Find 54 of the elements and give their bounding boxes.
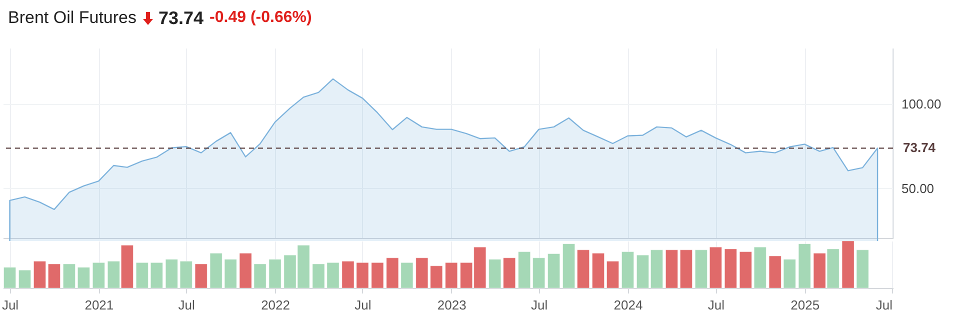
bar [4,267,16,288]
y-tick-label: 50.00 [902,180,934,196]
bar [621,252,634,288]
text: 73.74 [158,8,204,28]
bar [754,246,766,288]
bar [665,250,678,288]
x-tick-label: Jul [354,298,372,312]
chart-title: Brent Oil Futures [8,8,136,28]
bar [180,260,192,288]
x-tick-label: Jul [708,298,725,312]
x-tick-label: Jul [2,298,19,312]
x-tick-label: Jul [876,298,893,312]
bar [77,267,90,288]
bar [48,264,60,288]
bar [724,248,737,288]
y-tick-label: 100.00 [902,96,942,112]
bar [62,264,76,288]
bar [577,250,590,288]
bar [783,259,796,288]
bar [548,253,560,288]
bar [136,262,148,288]
x-tick-label: Jul [531,298,548,312]
bar [562,244,576,288]
bar [503,258,516,288]
bar [150,262,163,288]
bar [592,252,605,288]
bar [371,262,384,288]
bar [92,262,105,288]
bar [430,266,443,288]
bar [268,259,282,288]
bar [606,260,620,288]
x-tick-label: Jul [178,298,196,312]
bar [165,259,178,288]
x-tick-label: 2025 [790,298,820,312]
bar [518,252,531,288]
x-tick-label: 2024 [614,298,643,312]
bar [680,250,692,288]
bar [18,270,31,288]
bar [445,262,458,288]
bar [739,252,752,288]
ref-line-label: 73.74 [903,140,936,156]
bar [33,260,46,288]
bar [709,246,722,288]
bar [768,256,782,288]
bar [488,259,502,288]
text: -0.49 (-0.66%) [210,9,312,27]
x-tick-label: 2022 [261,298,290,312]
x-tick-label: 2023 [437,298,466,312]
bar [532,258,546,288]
bar [194,264,208,288]
x-tick-label: 2021 [84,298,114,312]
bar [798,244,811,288]
bar [694,250,708,288]
bar [416,258,428,288]
